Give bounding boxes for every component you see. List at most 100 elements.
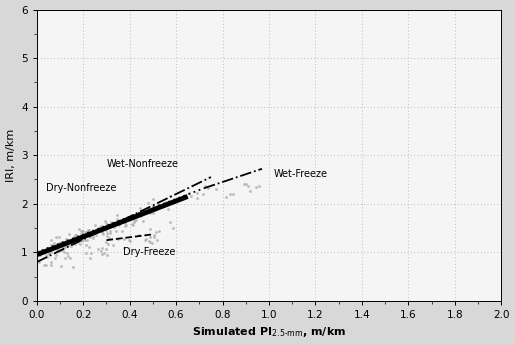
- Point: [63, 242, 72, 248]
- Point: [49, 243, 58, 248]
- Point: [122, 222, 130, 228]
- Point: [185, 190, 194, 196]
- Point: [105, 235, 113, 240]
- Point: [101, 227, 110, 233]
- Point: [50, 256, 59, 261]
- Point: [54, 248, 62, 254]
- Point: [116, 218, 125, 224]
- Point: [139, 218, 147, 224]
- Point: [62, 236, 70, 242]
- Point: [62, 238, 70, 243]
- Point: [102, 233, 111, 238]
- Point: [42, 253, 50, 258]
- Point: [65, 240, 74, 245]
- Point: [81, 237, 89, 243]
- Point: [78, 237, 86, 243]
- Point: [66, 241, 75, 246]
- Point: [52, 245, 60, 250]
- Text: Wet-Freeze: Wet-Freeze: [273, 169, 328, 179]
- Point: [120, 219, 128, 225]
- Point: [109, 243, 117, 248]
- Point: [58, 244, 66, 249]
- Point: [53, 248, 61, 254]
- Point: [68, 264, 77, 269]
- Point: [82, 242, 90, 247]
- Point: [78, 229, 86, 234]
- Point: [145, 239, 153, 244]
- Point: [164, 206, 172, 211]
- X-axis label: Simulated PI$_{2.5\text{-mm}}$, m/km: Simulated PI$_{2.5\text{-mm}}$, m/km: [192, 325, 346, 339]
- Point: [130, 219, 138, 225]
- Point: [68, 239, 76, 245]
- Point: [84, 227, 92, 233]
- Point: [81, 229, 90, 234]
- Point: [115, 223, 123, 228]
- Point: [54, 246, 62, 252]
- Point: [98, 245, 107, 251]
- Point: [42, 263, 50, 268]
- Point: [77, 228, 85, 234]
- Point: [72, 239, 80, 245]
- Point: [55, 241, 63, 246]
- Point: [154, 202, 162, 207]
- Point: [46, 249, 55, 255]
- Point: [71, 242, 79, 247]
- Point: [203, 185, 212, 190]
- Point: [166, 219, 175, 225]
- Point: [146, 227, 154, 232]
- Point: [67, 243, 75, 249]
- Point: [121, 218, 129, 224]
- Point: [94, 246, 102, 252]
- Point: [160, 202, 168, 208]
- Point: [101, 218, 110, 224]
- Point: [169, 225, 177, 231]
- Point: [60, 249, 68, 255]
- Point: [149, 203, 157, 209]
- Point: [75, 227, 83, 232]
- Point: [63, 250, 71, 255]
- Point: [133, 212, 141, 218]
- Point: [89, 233, 97, 238]
- Point: [121, 223, 129, 228]
- Point: [98, 226, 107, 231]
- Point: [78, 238, 86, 244]
- Y-axis label: IRI, m/km: IRI, m/km: [6, 129, 15, 182]
- Point: [106, 228, 114, 234]
- Point: [103, 230, 111, 236]
- Point: [64, 253, 72, 258]
- Point: [98, 227, 106, 233]
- Point: [104, 241, 112, 247]
- Point: [255, 183, 263, 189]
- Point: [222, 194, 230, 200]
- Point: [65, 231, 73, 237]
- Point: [149, 210, 158, 216]
- Point: [226, 191, 234, 197]
- Point: [128, 221, 136, 227]
- Point: [52, 235, 60, 240]
- Point: [101, 239, 110, 244]
- Point: [242, 181, 250, 187]
- Point: [129, 222, 138, 227]
- Point: [153, 237, 161, 243]
- Point: [71, 233, 79, 238]
- Point: [36, 252, 44, 257]
- Point: [107, 219, 115, 225]
- Point: [45, 245, 53, 251]
- Point: [46, 262, 55, 268]
- Point: [57, 247, 65, 253]
- Point: [66, 255, 74, 260]
- Point: [74, 239, 82, 245]
- Point: [86, 234, 94, 239]
- Point: [166, 193, 175, 199]
- Point: [187, 194, 195, 199]
- Point: [142, 236, 150, 241]
- Point: [71, 237, 79, 243]
- Point: [146, 210, 154, 215]
- Point: [70, 235, 78, 240]
- Point: [63, 239, 72, 244]
- Point: [112, 228, 121, 234]
- Point: [41, 247, 49, 253]
- Point: [150, 234, 158, 239]
- Point: [244, 184, 252, 189]
- Point: [96, 224, 104, 230]
